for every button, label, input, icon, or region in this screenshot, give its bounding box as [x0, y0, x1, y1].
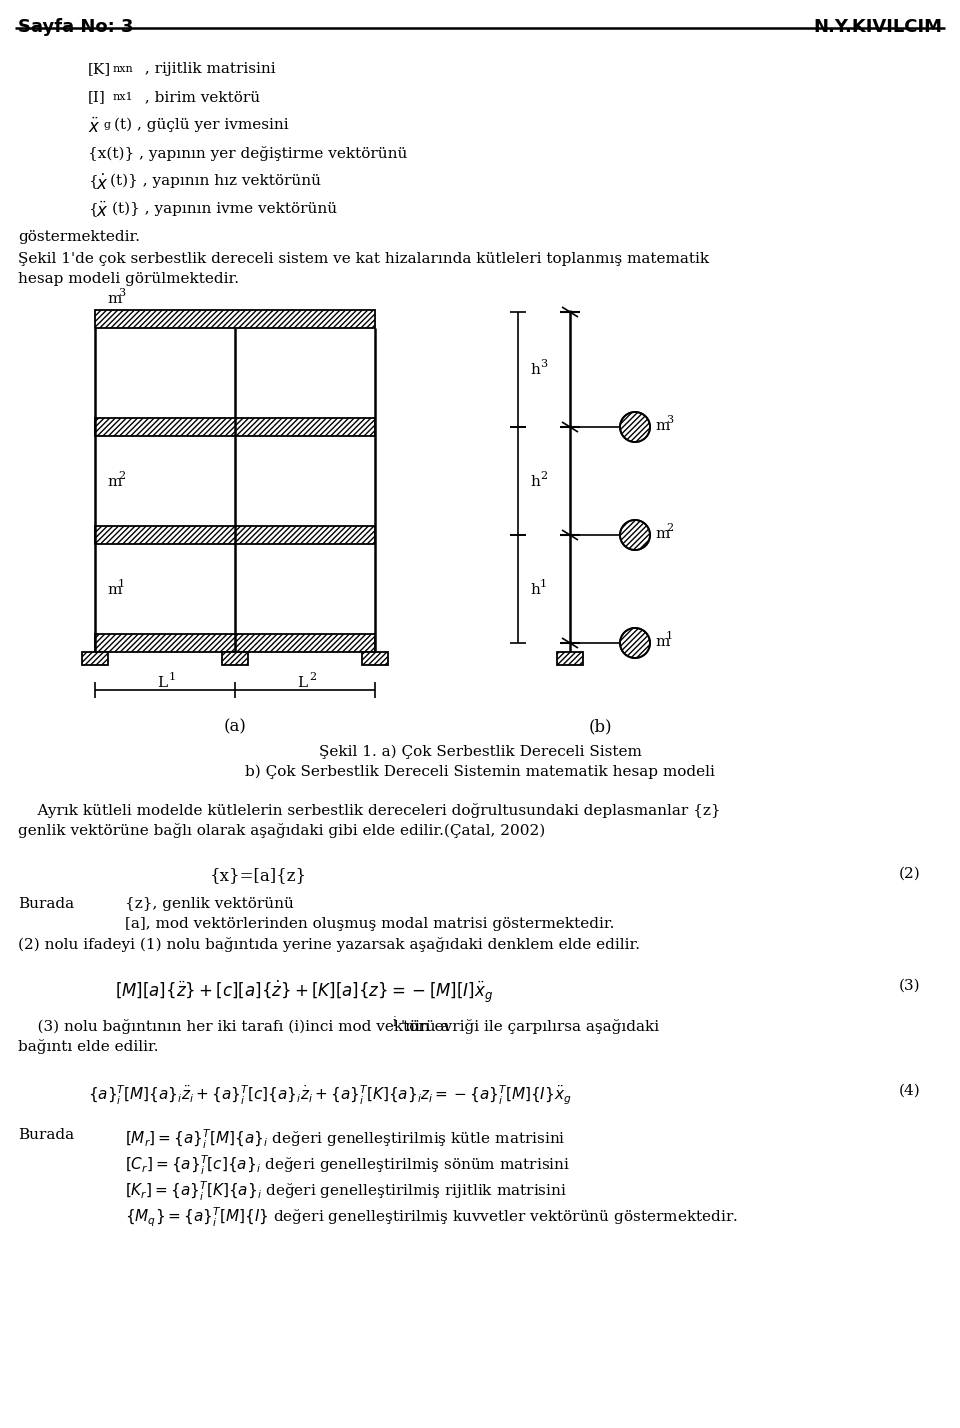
- Text: L: L: [297, 675, 307, 690]
- Text: $\dot{x}$: $\dot{x}$: [96, 174, 108, 194]
- Text: Burada: Burada: [18, 897, 74, 911]
- Text: (3) nolu bağıntının her iki tarafı (i)inci mod vektörü a: (3) nolu bağıntının her iki tarafı (i)in…: [18, 1020, 449, 1034]
- Text: i: i: [393, 1015, 397, 1030]
- Bar: [362, 653, 388, 665]
- Text: 'nin evriği ile çarpılırsa aşağıdaki: 'nin evriği ile çarpılırsa aşağıdaki: [401, 1020, 660, 1034]
- Text: 2: 2: [666, 523, 673, 533]
- Text: , birim vektörü: , birim vektörü: [140, 90, 260, 104]
- Text: Burada: Burada: [18, 1128, 74, 1142]
- Text: 1: 1: [540, 578, 547, 588]
- Text: Şekil 1. a) Çok Serbestlik Dereceli Sistem: Şekil 1. a) Çok Serbestlik Dereceli Sist…: [319, 745, 641, 760]
- Circle shape: [620, 520, 650, 550]
- Text: hesap modeli görülmektedir.: hesap modeli görülmektedir.: [18, 271, 239, 286]
- Text: (t) , güçlü yer ivmesini: (t) , güçlü yer ivmesini: [114, 119, 289, 133]
- Text: 3: 3: [540, 358, 547, 368]
- Text: h: h: [530, 476, 540, 488]
- Text: 2: 2: [309, 673, 316, 683]
- Text: {x}=[a]{z}: {x}=[a]{z}: [210, 867, 307, 884]
- Bar: [82, 653, 108, 665]
- Bar: [557, 653, 583, 665]
- Text: m: m: [655, 635, 669, 648]
- Text: 2: 2: [118, 471, 125, 481]
- Bar: [95, 526, 375, 544]
- Text: {x(t)} , yapının yer değiştirme vektörünü: {x(t)} , yapının yer değiştirme vektörün…: [88, 146, 407, 161]
- Text: $[C_r]=\{a\}_i^T[c]\{a\}_i$ değeri genelleştirilmiş sönüm matrisini: $[C_r]=\{a\}_i^T[c]\{a\}_i$ değeri genel…: [125, 1154, 570, 1177]
- Text: $\{M_q\}=\{a\}_i^T[M]\{I\}$ değeri genelleştirilmiş kuvvetler vektörünü gösterme: $\{M_q\}=\{a\}_i^T[M]\{I\}$ değeri genel…: [125, 1207, 737, 1230]
- Text: Ayrık kütleli modelde kütlelerin serbestlik dereceleri doğrultusundaki deplasman: Ayrık kütleli modelde kütlelerin serbest…: [18, 803, 721, 818]
- Text: {: {: [88, 174, 98, 188]
- Text: Şekil 1'de çok serbestlik dereceli sistem ve kat hizalarında kütleleri toplanmış: Şekil 1'de çok serbestlik dereceli siste…: [18, 251, 709, 266]
- Text: b) Çok Serbestlik Dereceli Sistemin matematik hesap modeli: b) Çok Serbestlik Dereceli Sistemin mate…: [245, 765, 715, 780]
- Bar: [95, 634, 375, 653]
- Text: nx1: nx1: [113, 91, 133, 101]
- Text: bağıntı elde edilir.: bağıntı elde edilir.: [18, 1040, 158, 1054]
- Text: (2): (2): [899, 867, 920, 881]
- Circle shape: [620, 628, 650, 658]
- Text: $[K_r]=\{a\}_i^T[K]\{a\}_i$ değeri genelleştirilmiş rijitlik matrisini: $[K_r]=\{a\}_i^T[K]\{a\}_i$ değeri genel…: [125, 1180, 567, 1204]
- Text: (t)} , yapının hız vektörünü: (t)} , yapının hız vektörünü: [110, 174, 321, 188]
- Text: 1: 1: [666, 631, 673, 641]
- Text: N.Y.KIVILCIM: N.Y.KIVILCIM: [813, 19, 942, 36]
- Text: [I]: [I]: [88, 90, 106, 104]
- Text: genlik vektörüne bağlı olarak aşağıdaki gibi elde edilir.(Çatal, 2002): genlik vektörüne bağlı olarak aşağıdaki …: [18, 823, 545, 838]
- Text: {: {: [88, 201, 98, 216]
- Text: [K]: [K]: [88, 61, 111, 76]
- Text: nxn: nxn: [113, 64, 133, 74]
- Bar: [95, 418, 375, 436]
- Text: $\ddot{x}$: $\ddot{x}$: [96, 201, 108, 221]
- Text: m: m: [107, 291, 121, 306]
- Text: {z}, genlik vektörünü: {z}, genlik vektörünü: [125, 897, 294, 911]
- Bar: [95, 310, 375, 328]
- Text: göstermektedir.: göstermektedir.: [18, 230, 140, 244]
- Text: (4): (4): [899, 1084, 920, 1098]
- Bar: [222, 653, 248, 665]
- Text: 3: 3: [118, 288, 125, 298]
- Text: m: m: [655, 527, 669, 541]
- Text: g: g: [104, 120, 111, 130]
- Text: m: m: [655, 418, 669, 433]
- Text: (3): (3): [899, 980, 920, 992]
- Text: 1: 1: [118, 578, 125, 588]
- Text: L: L: [157, 675, 167, 690]
- Text: h: h: [530, 363, 540, 377]
- Text: 3: 3: [666, 416, 673, 426]
- Text: 2: 2: [540, 471, 547, 481]
- Text: $[M][a]\{\ddot{z}\}+[c][a]\{\dot{z}\}+[K][a]\{z\}=-[M][I]\ddot{x}_g$: $[M][a]\{\ddot{z}\}+[c][a]\{\dot{z}\}+[K…: [115, 980, 493, 1005]
- Text: m: m: [107, 476, 121, 488]
- Circle shape: [620, 413, 650, 443]
- Text: m: m: [107, 583, 121, 597]
- Text: h: h: [530, 583, 540, 597]
- Text: $\{a\}_i^T[M]\{a\}_i\ddot{z}_i+\{a\}_i^T[c]\{a\}_i\dot{z}_i+\{a\}_i^T[K]\{a\}_iz: $\{a\}_i^T[M]\{a\}_i\ddot{z}_i+\{a\}_i^T…: [88, 1084, 571, 1107]
- Text: (2) nolu ifadeyi (1) nolu bağıntıda yerine yazarsak aşağıdaki denklem elde edili: (2) nolu ifadeyi (1) nolu bağıntıda yeri…: [18, 937, 640, 952]
- Text: , rijitlik matrisini: , rijitlik matrisini: [140, 61, 276, 76]
- Text: [a], mod vektörlerinden oluşmuş modal matrisi göstermektedir.: [a], mod vektörlerinden oluşmuş modal ma…: [125, 917, 614, 931]
- Text: (b): (b): [588, 718, 612, 735]
- Text: 1: 1: [169, 673, 176, 683]
- Text: $[M_r]=\{a\}_i^T[M]\{a\}_i$ değeri genelleştirilmiş kütle matrisini: $[M_r]=\{a\}_i^T[M]\{a\}_i$ değeri genel…: [125, 1128, 565, 1151]
- Text: $\ddot{x}$: $\ddot{x}$: [88, 119, 101, 137]
- Text: (a): (a): [224, 718, 247, 735]
- Text: (t)} , yapının ivme vektörünü: (t)} , yapının ivme vektörünü: [112, 201, 337, 217]
- Text: Sayfa No: 3: Sayfa No: 3: [18, 19, 133, 36]
